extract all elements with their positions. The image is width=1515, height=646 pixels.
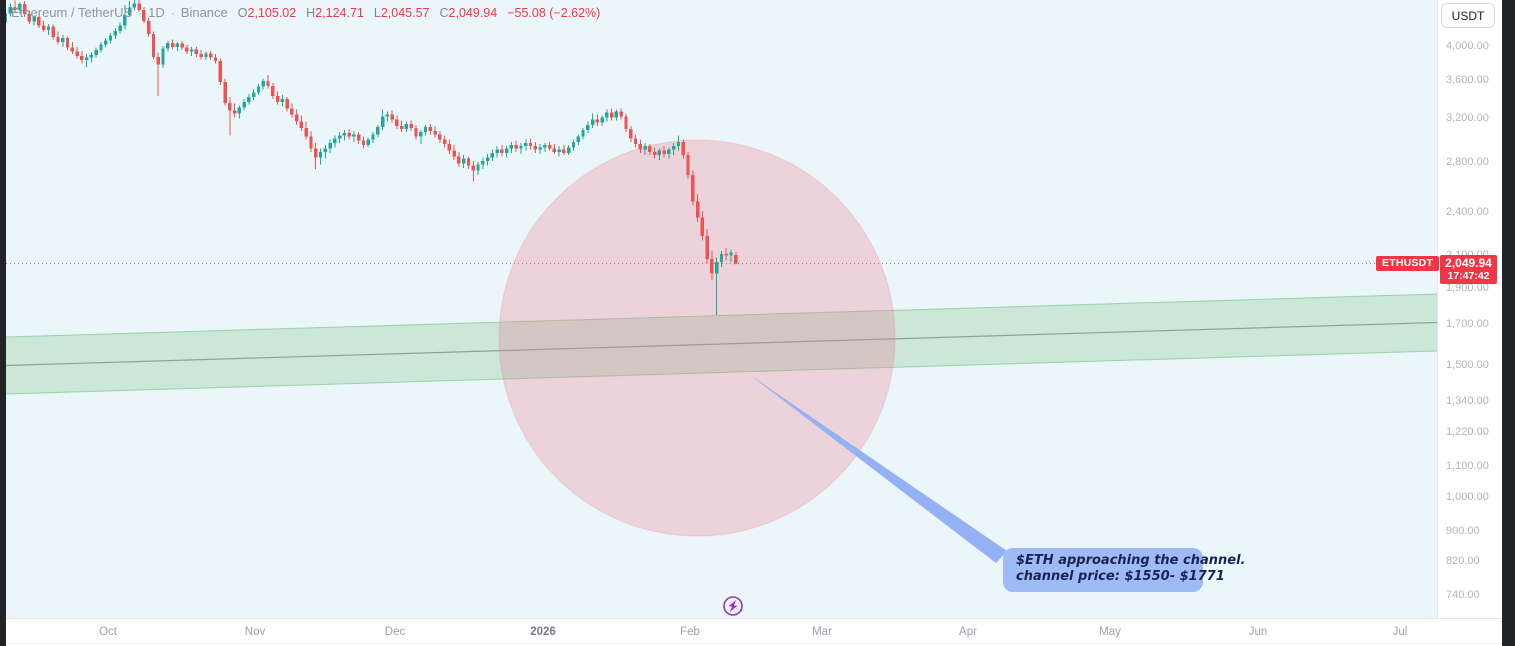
time-axis[interactable]: Oct Nov Dec 2026 Feb Mar Apr May Jun Jul — [6, 619, 1502, 646]
time-axis-label: 2026 — [530, 626, 556, 638]
low-value: 2,045.57 — [380, 6, 430, 20]
label-dots: ·· — [1364, 255, 1372, 268]
time-axis-label: Oct — [99, 626, 117, 638]
price-tick-label: 1,900.00 — [1446, 281, 1489, 294]
low-label: L — [373, 6, 381, 20]
time-axis-label: Jun — [1248, 626, 1268, 638]
candlestick-series — [6, 0, 738, 316]
change-value: −55.08 (−2.62%) — [507, 6, 601, 20]
price-tick-label: 740.00 — [1446, 588, 1480, 601]
callout-note[interactable]: $ETH approaching the channel. channel pr… — [1003, 548, 1246, 592]
bottom-border — [6, 643, 1502, 644]
last-price-label: 2,049.94 17:47:42 — [1440, 254, 1497, 284]
channel-median-line — [6, 321, 1437, 367]
chart-canvas — [6, 0, 1437, 563]
time-axis-label: Dec — [384, 626, 406, 638]
price-tick-label: 1,100.00 — [1446, 459, 1489, 472]
price-tick-label: 2,400.00 — [1446, 205, 1489, 218]
price-tick-label: 1,500.00 — [1446, 358, 1489, 371]
flash-circle — [723, 596, 743, 616]
time-axis-label: Jul — [1392, 626, 1408, 638]
time-axis-label: Mar — [812, 626, 832, 638]
callout-pointer[interactable] — [750, 375, 1007, 563]
symbol-legend[interactable]: Ethereum / TetherUS · 1D · Binance O2,10… — [11, 4, 600, 22]
open-value: 2,105.02 — [247, 6, 297, 20]
open-label: O — [237, 6, 248, 20]
price-tick-label: 3,600.00 — [1446, 73, 1489, 86]
highlight-circle[interactable] — [498, 139, 896, 537]
price-axis[interactable]: 4,000.00 3,600.00 3,200.00 2,800.00 2,400.00… — [1438, 0, 1502, 618]
time-axis-label: Feb — [680, 626, 700, 638]
symbol-price-tag: ETHUSDT — [1376, 255, 1439, 271]
price-tick-label: 3,200.00 — [1446, 112, 1489, 125]
close-label: C — [439, 6, 449, 20]
close-value: 2,049.94 — [448, 6, 498, 20]
window-edge-right — [1502, 0, 1515, 646]
time-axis-label: Nov — [244, 626, 266, 638]
price-tick-label: 2,800.00 — [1446, 155, 1489, 168]
time-axis-label: Apr — [959, 626, 977, 638]
price-tick-label: 4,000.00 — [1446, 39, 1489, 52]
flash-ideas-button[interactable] — [722, 595, 744, 617]
price-tick-label: 1,000.00 — [1446, 490, 1489, 503]
last-price-value: 2,049.94 — [1445, 255, 1492, 270]
callout-line-2: channel price: $1550- $1771 — [1016, 569, 1225, 584]
bar-countdown: 17:47:42 — [1447, 269, 1490, 282]
window-edge-left — [0, 0, 6, 646]
price-tick-label: 1,340.00 — [1446, 395, 1489, 408]
price-tick-label: 1,700.00 — [1446, 318, 1489, 331]
legend-separator: · — [170, 6, 175, 20]
callout-line-1: $ETH approaching the channel. — [1016, 553, 1246, 568]
high-value: 2,124.71 — [315, 6, 364, 20]
symbol-title[interactable]: Ethereum / TetherUS — [11, 5, 133, 20]
exchange-label: Binance — [180, 5, 228, 20]
axis-separator-horizontal — [6, 618, 1502, 619]
price-tick-label: 1,220.00 — [1446, 426, 1489, 438]
legend-separator: · — [138, 6, 143, 20]
time-axis-label: May — [1099, 626, 1121, 638]
axis-separator-vertical — [1437, 0, 1438, 618]
interval-label[interactable]: 1D — [148, 5, 165, 20]
price-tick-label: 820.00 — [1446, 555, 1480, 568]
currency-toggle-button[interactable]: USDT — [1441, 3, 1495, 28]
lightning-icon — [728, 599, 738, 613]
high-label: H — [306, 6, 316, 20]
price-tick-label: 900.00 — [1446, 525, 1480, 538]
